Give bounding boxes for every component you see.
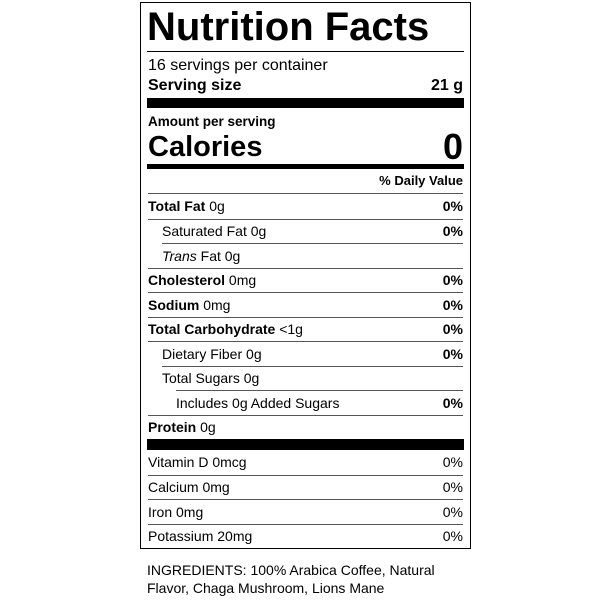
nutrient-amount: 0g	[243, 370, 260, 387]
calories-value: 0	[442, 126, 463, 167]
serving-size-row: Serving size 21 g	[148, 74, 463, 98]
serving-size-value: 21 g	[430, 77, 463, 94]
nutrient-name: Total Sugars	[162, 370, 240, 387]
vitamin: Vitamin D 0mcg	[148, 454, 247, 470]
nutrient-amount: 0g	[250, 223, 267, 240]
servings: 16 servings per container	[148, 57, 328, 74]
vitamin-row: Vitamin D 0mcg 0%	[148, 450, 463, 475]
nutrient-row: Total Fat 0g 0%	[148, 194, 463, 219]
nutrient-dv: 0%	[442, 272, 463, 289]
nutrient-amount: 0g	[224, 247, 241, 264]
nutrient-name: Cholesterol	[148, 272, 226, 289]
vitamin-amount: 0mg	[202, 479, 230, 496]
nutrient-dv: 0%	[442, 296, 463, 313]
nutrient-dv: 0%	[442, 223, 463, 240]
nutrient-row: Protein 0g	[148, 414, 463, 440]
vitamin-row: Calcium 0mg 0%	[148, 474, 463, 500]
nutrient-name: Saturated Fat	[162, 223, 247, 240]
divider	[147, 439, 464, 450]
vitamin-dv: 0%	[442, 528, 463, 545]
nutrient-name: Total Fat	[148, 198, 206, 215]
vitamin-name: Potassium	[148, 528, 214, 545]
vitamin-dv: 0%	[442, 503, 463, 520]
nutrient-name: Protein	[148, 419, 197, 436]
nutrient: Sodium 0mg	[148, 297, 230, 313]
vitamin-name: Vitamin D	[148, 454, 209, 471]
nutrient-amount: <1g	[279, 321, 303, 338]
nutrient: Trans Fat 0g	[162, 248, 240, 264]
nutrient-dv: 0%	[442, 321, 463, 338]
nutrient-row: Dietary Fiber 0g 0%	[148, 341, 463, 366]
vitamin: Potassium 20mg	[148, 528, 252, 544]
nutrient: Protein 0g	[148, 419, 216, 435]
amount-per-serving: Amount per serving	[148, 114, 276, 129]
nutrient-name: Includes 0g Added Sugars	[176, 394, 340, 411]
divider	[147, 164, 464, 169]
nutrient-amount: 0mg	[203, 296, 231, 313]
nutrient-row: Cholesterol 0mg 0%	[148, 267, 463, 293]
nutrient: Total Fat 0g	[148, 198, 225, 214]
vitamin-amount: 0mcg	[212, 454, 247, 471]
vitamin-name: Iron	[148, 503, 173, 520]
nutrient-amount: 0g	[246, 345, 262, 362]
vitamin: Calcium 0mg	[148, 479, 230, 495]
nutrient-name: Dietary Fiber	[162, 345, 243, 362]
nutrient-dv: 0%	[442, 345, 463, 362]
nutrient-name: Fat	[200, 247, 221, 264]
nutrient-amount: 0g	[200, 419, 216, 436]
nutrient-name: Total Carbohydrate	[148, 321, 276, 338]
nutrient-amount: 0g	[209, 198, 225, 215]
nutrient-row: Sodium 0mg 0%	[148, 292, 463, 317]
nutrient-name: Sodium	[148, 296, 200, 313]
divider	[147, 98, 464, 108]
nutrient: Total Carbohydrate <1g	[148, 321, 303, 337]
nutrient-row: Includes 0g Added Sugars 0%	[176, 390, 463, 415]
label-title: Nutrition Facts	[147, 3, 464, 52]
nutrient: Dietary Fiber 0g	[162, 346, 262, 362]
vitamin-row: Potassium 20mg 0%	[148, 523, 463, 549]
nutrient: Total Sugars 0g	[162, 370, 259, 386]
vitamin-row: Iron 0mg 0%	[148, 499, 463, 524]
vitamin-dv: 0%	[442, 454, 463, 471]
nutrient-name-prefix: Trans	[162, 247, 197, 264]
vitamin: Iron 0mg	[148, 504, 203, 520]
nutrition-label: Nutrition Facts 16 servings per containe…	[140, 2, 471, 549]
vitamin-amount: 20mg	[217, 528, 253, 545]
ingredients: INGREDIENTS: 100% Arabica Coffee, Natura…	[147, 562, 435, 596]
calories-row: Calories 0	[148, 126, 463, 167]
vitamin-amount: 0mg	[176, 503, 204, 520]
vitamin-dv: 0%	[442, 479, 463, 496]
nutrient-row: Total Carbohydrate <1g 0%	[148, 316, 463, 342]
daily-value-header: % Daily Value	[148, 169, 463, 194]
serving-size-label: Serving size	[148, 77, 242, 94]
nutrient-dv: 0%	[442, 198, 463, 215]
nutrient: Cholesterol 0mg	[148, 272, 256, 288]
nutrient: Saturated Fat 0g	[162, 223, 266, 239]
nutrient-row: Trans Fat 0g	[162, 243, 463, 268]
nutrient-dv: 0%	[442, 394, 463, 411]
nutrient-amount: 0mg	[228, 272, 257, 289]
vitamin-name: Calcium	[148, 479, 199, 496]
calories-label: Calories	[148, 130, 263, 163]
nutrient-row: Saturated Fat 0g 0%	[148, 218, 463, 244]
nutrient-row: Total Sugars 0g	[162, 365, 463, 391]
